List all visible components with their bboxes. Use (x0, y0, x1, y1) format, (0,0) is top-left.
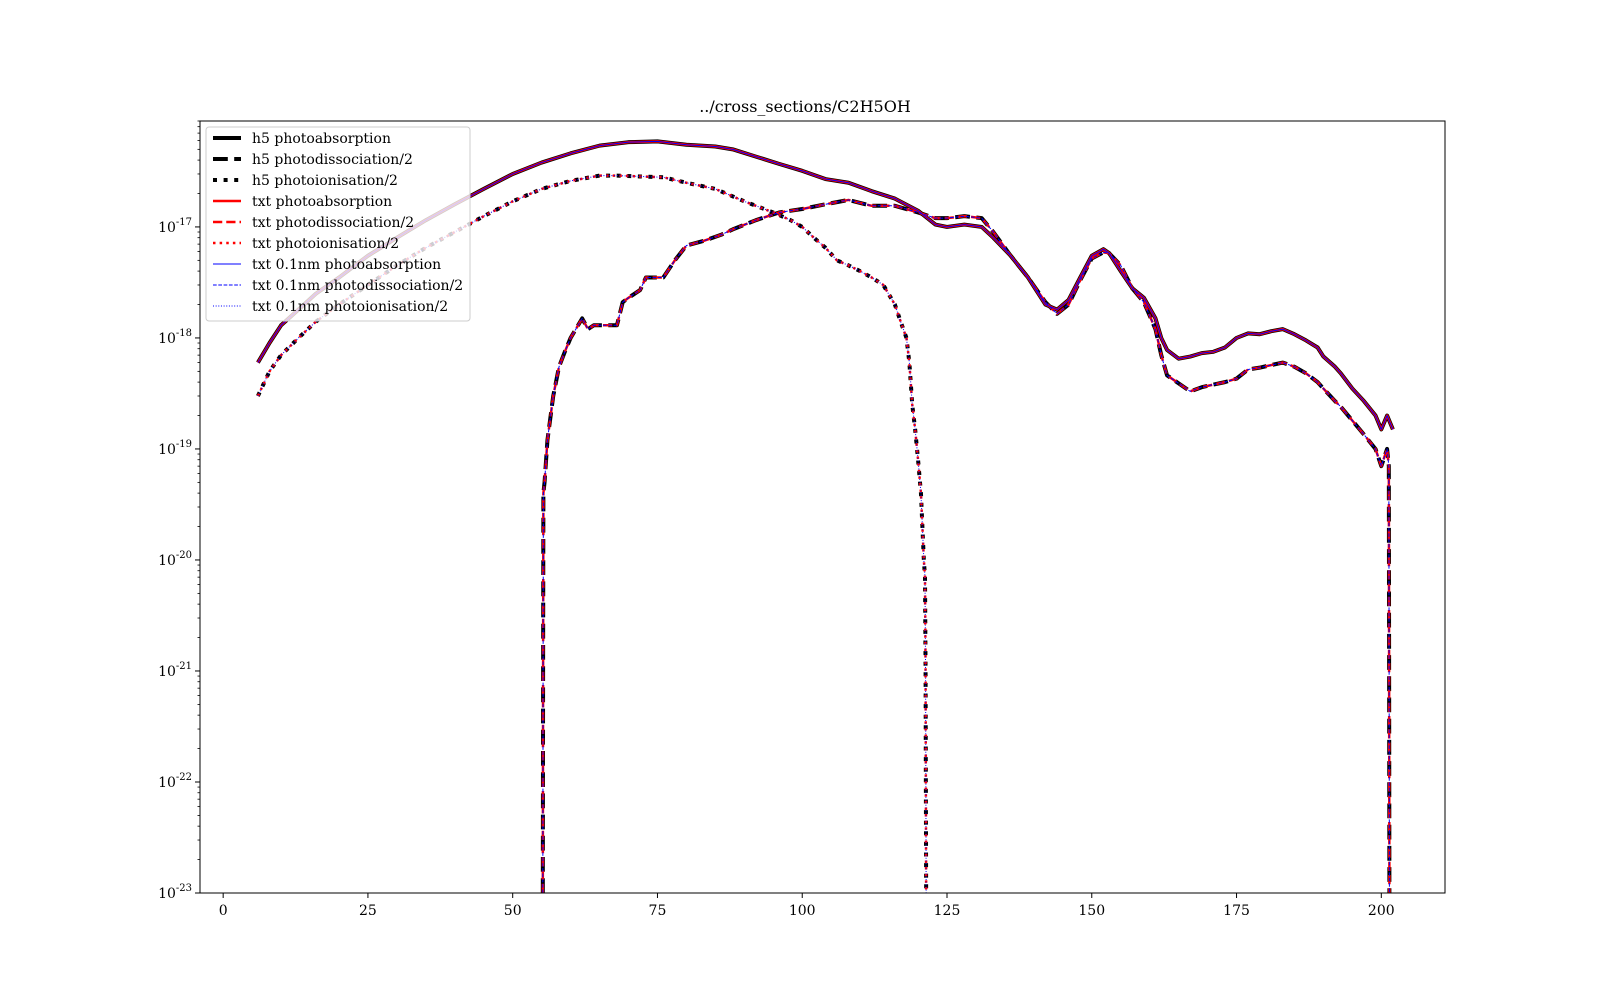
y-tick-exponent: -22 (176, 772, 192, 783)
x-tick-label: 125 (934, 903, 961, 919)
series-line-2 (540, 197, 1392, 893)
y-tick-label: 10-21 (158, 661, 192, 680)
series-line-3 (256, 173, 929, 893)
y-tick-base: 10 (158, 331, 176, 347)
y-tick-base: 10 (158, 886, 176, 902)
y-tick-base: 10 (158, 220, 176, 236)
y-tick-exponent: -19 (176, 439, 192, 450)
y-tick-base: 10 (158, 775, 176, 791)
y-tick-label: 10-20 (158, 550, 192, 569)
legend-box (205, 126, 471, 322)
x-tick-label: 100 (789, 903, 816, 919)
x-tick-label: 25 (359, 903, 377, 919)
x-tick-label: 175 (1223, 903, 1250, 919)
series-line-8 (542, 199, 1390, 893)
series-line-7 (257, 140, 1394, 430)
y-tick-exponent: -23 (176, 883, 192, 894)
legend-label-6: txt photoionisation/2 (252, 236, 399, 252)
x-tick-label: 0 (219, 903, 228, 919)
legend-label-5: txt photodissociation/2 (252, 215, 414, 231)
series-line-5 (541, 198, 1391, 893)
y-tick-base: 10 (158, 664, 176, 680)
y-tick-exponent: -20 (176, 550, 192, 561)
y-tick-label: 10-23 (158, 883, 192, 902)
y-tick-exponent: -18 (176, 328, 192, 339)
y-tick-exponent: -21 (176, 661, 192, 672)
legend-label-7: txt 0.1nm photoabsorption (252, 257, 441, 273)
x-tick-label: 200 (1368, 903, 1395, 919)
x-tick-label: 75 (649, 903, 667, 919)
y-tick-label: 10-19 (158, 439, 192, 458)
legend-label-1: h5 photoabsorption (252, 131, 391, 147)
x-tick-label: 50 (504, 903, 522, 919)
x-tick-label: 150 (1078, 903, 1105, 919)
y-tick-label: 10-17 (158, 217, 192, 236)
y-tick-exponent: -17 (176, 217, 192, 228)
chart-title: ../cross_sections/C2H5OH (699, 97, 911, 116)
y-tick-base: 10 (158, 553, 176, 569)
legend-label-2: h5 photodissociation/2 (252, 152, 413, 168)
legend-label-9: txt 0.1nm photoionisation/2 (252, 299, 448, 315)
y-tick-label: 10-22 (158, 772, 192, 791)
legend: h5 photoabsorption h5 photodissociation/2… (205, 126, 471, 322)
x-axis: 0 25 50 75 100 125 150 175 200 (219, 893, 1395, 919)
y-tick-label: 10-18 (158, 328, 192, 347)
legend-label-3: h5 photoionisation/2 (252, 173, 398, 189)
legend-label-8: txt 0.1nm photodissociation/2 (252, 278, 463, 294)
y-tick-base: 10 (158, 442, 176, 458)
legend-label-4: txt photoabsorption (252, 194, 392, 210)
